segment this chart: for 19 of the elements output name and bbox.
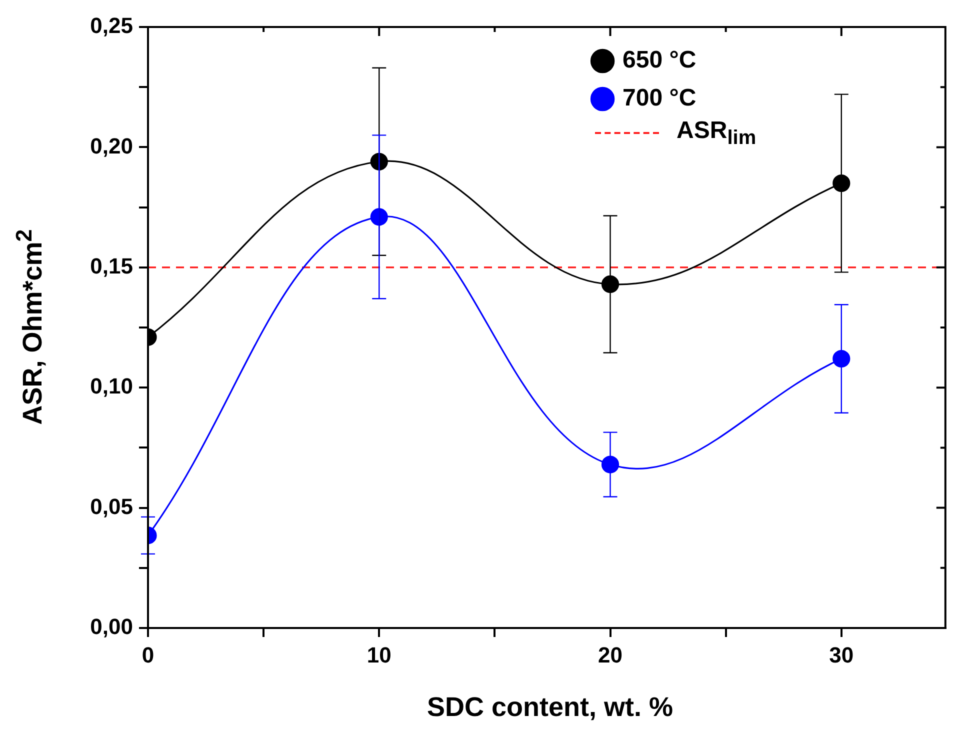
point <box>832 174 850 192</box>
point <box>601 275 620 294</box>
y-tick-label: 0,05 <box>90 494 133 519</box>
y-tick-label: 0,10 <box>90 374 133 399</box>
x-tick-label: 0 <box>142 642 154 668</box>
legend-label: 700 °C <box>622 84 696 112</box>
y-tick-label: 0,25 <box>90 13 133 38</box>
legend-label: ASR$_{lim}$ <box>676 116 756 150</box>
y-tick-label: 0,00 <box>90 614 133 640</box>
y-tick-label: 0,20 <box>90 133 133 158</box>
x-axis-title: SDC content, wt. % <box>426 692 674 723</box>
x-tick-label: 30 <box>829 642 854 668</box>
y-tick-label: 0,15 <box>90 253 133 278</box>
x-tick-label: 10 <box>366 642 392 668</box>
legend-label: 650 °C <box>622 46 696 74</box>
point <box>601 456 620 474</box>
legend: ASR$_{lim}$ <box>594 115 756 151</box>
x-tick-label: 20 <box>598 642 623 668</box>
point <box>832 350 850 368</box>
